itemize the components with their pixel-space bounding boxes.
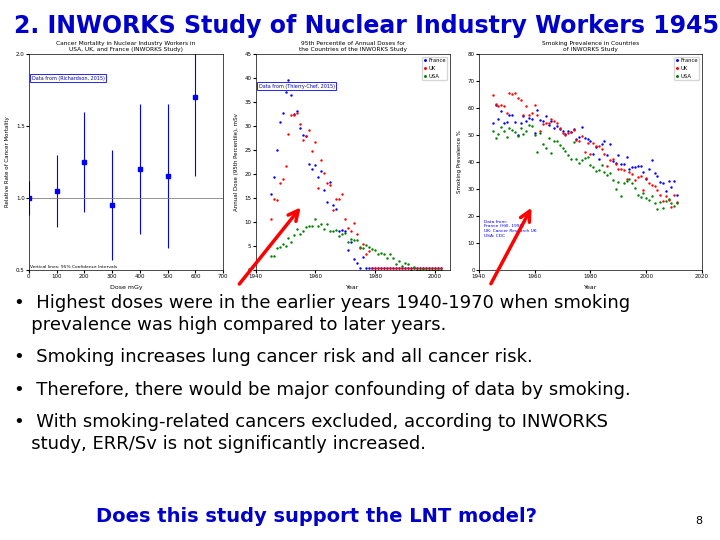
France — [567, 129, 575, 136]
UK — [505, 90, 514, 96]
Title: 95th Percentile of Annual Doses for
the Countries of the INWORKS Study: 95th Percentile of Annual Doses for the … — [299, 42, 407, 52]
France — [356, 265, 364, 271]
X-axis label: Year: Year — [584, 285, 597, 290]
X-axis label: Year: Year — [346, 285, 359, 290]
X-axis label: Dose mGy: Dose mGy — [109, 285, 143, 290]
Legend: France, UK, USA: France, UK, USA — [423, 57, 447, 80]
Text: Vertical lines: 95% Confidence Intervals: Vertical lines: 95% Confidence Intervals — [30, 265, 117, 269]
UK — [437, 265, 446, 271]
USA — [672, 199, 681, 206]
France — [519, 113, 528, 119]
UK — [266, 215, 275, 222]
France — [575, 133, 584, 140]
France — [672, 192, 681, 198]
USA — [653, 206, 662, 213]
Line: France: France — [269, 79, 442, 268]
Text: Data from (Richardson, 2015): Data from (Richardson, 2015) — [32, 76, 104, 81]
France — [431, 265, 439, 271]
France — [488, 119, 497, 126]
Line: USA: USA — [269, 218, 442, 271]
Y-axis label: Annual Dose (95th Percentile), mSv: Annual Dose (95th Percentile), mSv — [234, 113, 239, 211]
France — [386, 265, 395, 271]
Text: Data from (Thierry-Chef, 2015): Data from (Thierry-Chef, 2015) — [258, 84, 335, 89]
UK — [308, 148, 317, 154]
Title: Cancer Mortality in Nuclear Industry Workers in
USA, UK, and France (INWORKS Stu: Cancer Mortality in Nuclear Industry Wor… — [56, 42, 196, 52]
France — [308, 166, 317, 172]
France — [662, 187, 670, 194]
Y-axis label: Relative Rate of Cancer Mortality: Relative Rate of Cancer Mortality — [5, 117, 10, 207]
USA — [503, 133, 511, 140]
USA — [415, 266, 424, 273]
Line: USA: USA — [492, 124, 678, 211]
Text: •  Smoking increases lung cancer risk and all cancer risk.: • Smoking increases lung cancer risk and… — [14, 348, 533, 366]
Title: Smoking Prevalence in Countries
of INWORKS Study: Smoking Prevalence in Countries of INWOR… — [541, 42, 639, 52]
UK — [311, 138, 320, 145]
UK — [575, 137, 584, 144]
France — [284, 76, 293, 83]
UK — [398, 265, 407, 271]
UK — [431, 265, 439, 271]
Legend: France, UK, USA: France, UK, USA — [675, 57, 699, 80]
Text: •  With smoking-related cancers excluded, according to INWORKS
   study, ERR/Sv : • With smoking-related cancers excluded,… — [14, 413, 608, 453]
France — [631, 164, 639, 171]
Y-axis label: Smoking Prevalence %: Smoking Prevalence % — [457, 131, 462, 193]
USA — [431, 266, 439, 273]
USA — [631, 184, 639, 191]
Text: 8: 8 — [695, 516, 702, 526]
USA — [525, 122, 534, 129]
France — [266, 191, 275, 198]
Text: Does this study support the LNT model?: Does this study support the LNT model? — [96, 508, 537, 526]
USA — [266, 252, 275, 259]
Line: France: France — [492, 104, 678, 196]
Text: •  Therefore, there would be major confounding of data by smoking.: • Therefore, there would be major confou… — [14, 381, 631, 399]
Line: UK: UK — [492, 92, 678, 207]
USA — [510, 129, 519, 135]
USA — [437, 266, 446, 273]
USA — [662, 198, 670, 205]
UK — [368, 265, 377, 271]
Text: Data from:
France (Hill, 1998)
UK: Cancer Research UK
USA: CDC: Data from: France (Hill, 1998) UK: Cance… — [485, 220, 537, 238]
USA — [305, 222, 314, 229]
UK — [503, 110, 511, 117]
USA — [311, 216, 320, 222]
France — [437, 265, 446, 271]
UK — [567, 129, 575, 135]
UK — [513, 95, 522, 102]
USA — [488, 128, 497, 134]
USA — [407, 266, 415, 273]
USA — [308, 222, 317, 229]
UK — [672, 199, 681, 205]
UK — [659, 198, 667, 205]
USA — [575, 160, 584, 166]
France — [491, 102, 500, 108]
UK — [293, 109, 302, 116]
UK — [631, 177, 639, 183]
USA — [567, 156, 575, 163]
Text: •  Highest doses were in the earlier years 1940-1970 when smoking
   prevalence : • Highest doses were in the earlier year… — [14, 294, 631, 334]
USA — [395, 258, 403, 264]
UK — [667, 204, 675, 210]
France — [415, 265, 424, 271]
France — [513, 132, 522, 138]
France — [398, 265, 407, 271]
USA — [383, 255, 392, 261]
UK — [415, 265, 424, 271]
UK — [488, 92, 497, 98]
UK — [386, 265, 395, 271]
France — [311, 162, 320, 168]
Text: 2. INWORKS Study of Nuclear Industry Workers 1945-2005: 2. INWORKS Study of Nuclear Industry Wor… — [14, 14, 720, 37]
Line: UK: UK — [269, 111, 442, 268]
